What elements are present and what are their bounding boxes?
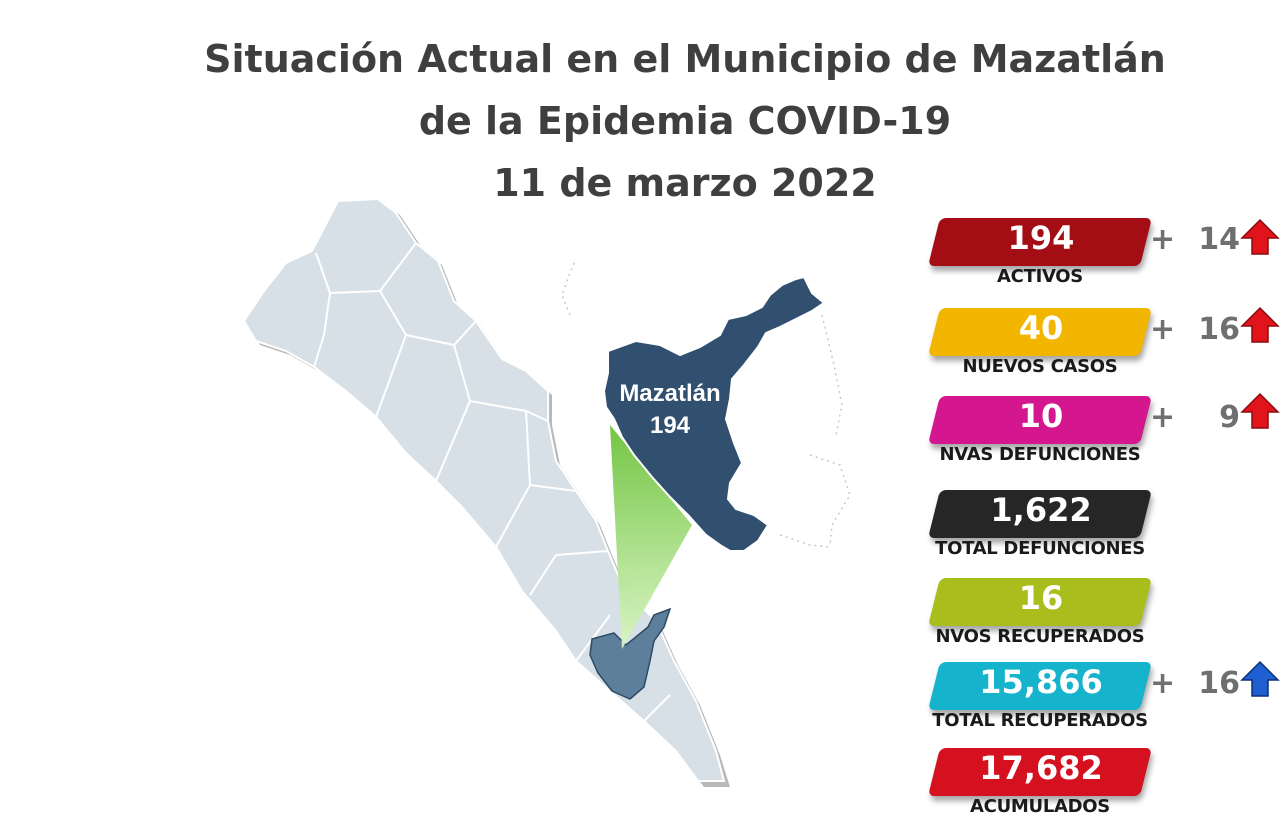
mazatlan-value: 194 <box>650 412 691 439</box>
stat-acumulados: 17,682 ACUMULADOS <box>920 744 1160 817</box>
up-arrow-red-icon <box>1240 392 1280 429</box>
stat-nvas-defunciones-label: NVAS DEFUNCIONES <box>939 444 1141 465</box>
stat-activos-value: 194 <box>1007 219 1075 257</box>
delta-activos-sign: + <box>1150 222 1176 257</box>
stat-acumulados-value: 17,682 <box>979 749 1103 787</box>
map-callout <box>610 425 692 649</box>
delta-nuevos-casos-value: 16 <box>1198 312 1240 347</box>
stat-total-recuperados-label: TOTAL RECUPERADOS <box>932 710 1148 731</box>
stat-total-recuperados-value: 15,866 <box>979 663 1103 701</box>
stat-nvas-defunciones: 10 NVAS DEFUNCIONES <box>920 392 1160 465</box>
stat-acumulados-label: ACUMULADOS <box>970 796 1110 817</box>
up-arrow-red-icon <box>1240 218 1280 255</box>
stat-nvos-recuperados-value: 16 <box>1018 579 1064 617</box>
stat-nuevos-casos: 40 NUEVOS CASOS <box>920 304 1160 377</box>
delta-nvas-defunciones-sign: + <box>1150 400 1176 435</box>
delta-total-recuperados: + 16 <box>1150 664 1240 704</box>
title-line-1: Situación Actual en el Municipio de Maza… <box>204 37 1166 81</box>
stat-total-recuperados: 15,866 TOTAL RECUPERADOS <box>920 658 1160 731</box>
delta-nvas-defunciones-value: 9 <box>1219 400 1240 435</box>
stat-nuevos-casos-value: 40 <box>1018 309 1064 347</box>
sinaloa-map: Mazatlán 194 <box>242 197 851 787</box>
delta-total-recuperados-sign: + <box>1150 666 1176 701</box>
title-line-3: 11 de marzo 2022 <box>493 161 877 205</box>
delta-nvas-defunciones: + 9 <box>1150 398 1240 438</box>
delta-total-recuperados-value: 16 <box>1198 666 1240 701</box>
mazatlan-municipality <box>589 607 672 700</box>
up-arrow-blue-icon <box>1240 660 1280 697</box>
up-arrow-red-icon <box>1240 306 1280 343</box>
stat-nuevos-casos-label: NUEVOS CASOS <box>962 356 1118 377</box>
stat-activos: 194 ACTIVOS <box>920 214 1160 287</box>
page-title: Situación Actual en el Municipio de Maza… <box>140 28 1230 214</box>
delta-activos: + 14 <box>1150 220 1240 260</box>
stat-nvas-defunciones-value: 10 <box>1018 397 1064 435</box>
delta-activos-value: 14 <box>1198 222 1240 257</box>
delta-nuevos-casos: + 16 <box>1150 310 1240 350</box>
mazatlan-zoom-map <box>602 275 826 552</box>
zoom-context-dots <box>561 258 851 548</box>
stat-nvos-recuperados: 16 NVOS RECUPERADOS <box>920 574 1160 647</box>
title-line-2: de la Epidemia COVID-19 <box>418 99 952 143</box>
stat-activos-label: ACTIVOS <box>997 266 1083 287</box>
stat-total-defunciones-value: 1,622 <box>990 491 1092 529</box>
stat-nvos-recuperados-label: NVOS RECUPERADOS <box>935 626 1145 647</box>
stat-total-defunciones: 1,622 TOTAL DEFUNCIONES <box>920 486 1160 559</box>
delta-nuevos-casos-sign: + <box>1150 312 1176 347</box>
stat-total-defunciones-label: TOTAL DEFUNCIONES <box>935 538 1145 559</box>
mazatlan-label: Mazatlán <box>619 380 720 407</box>
